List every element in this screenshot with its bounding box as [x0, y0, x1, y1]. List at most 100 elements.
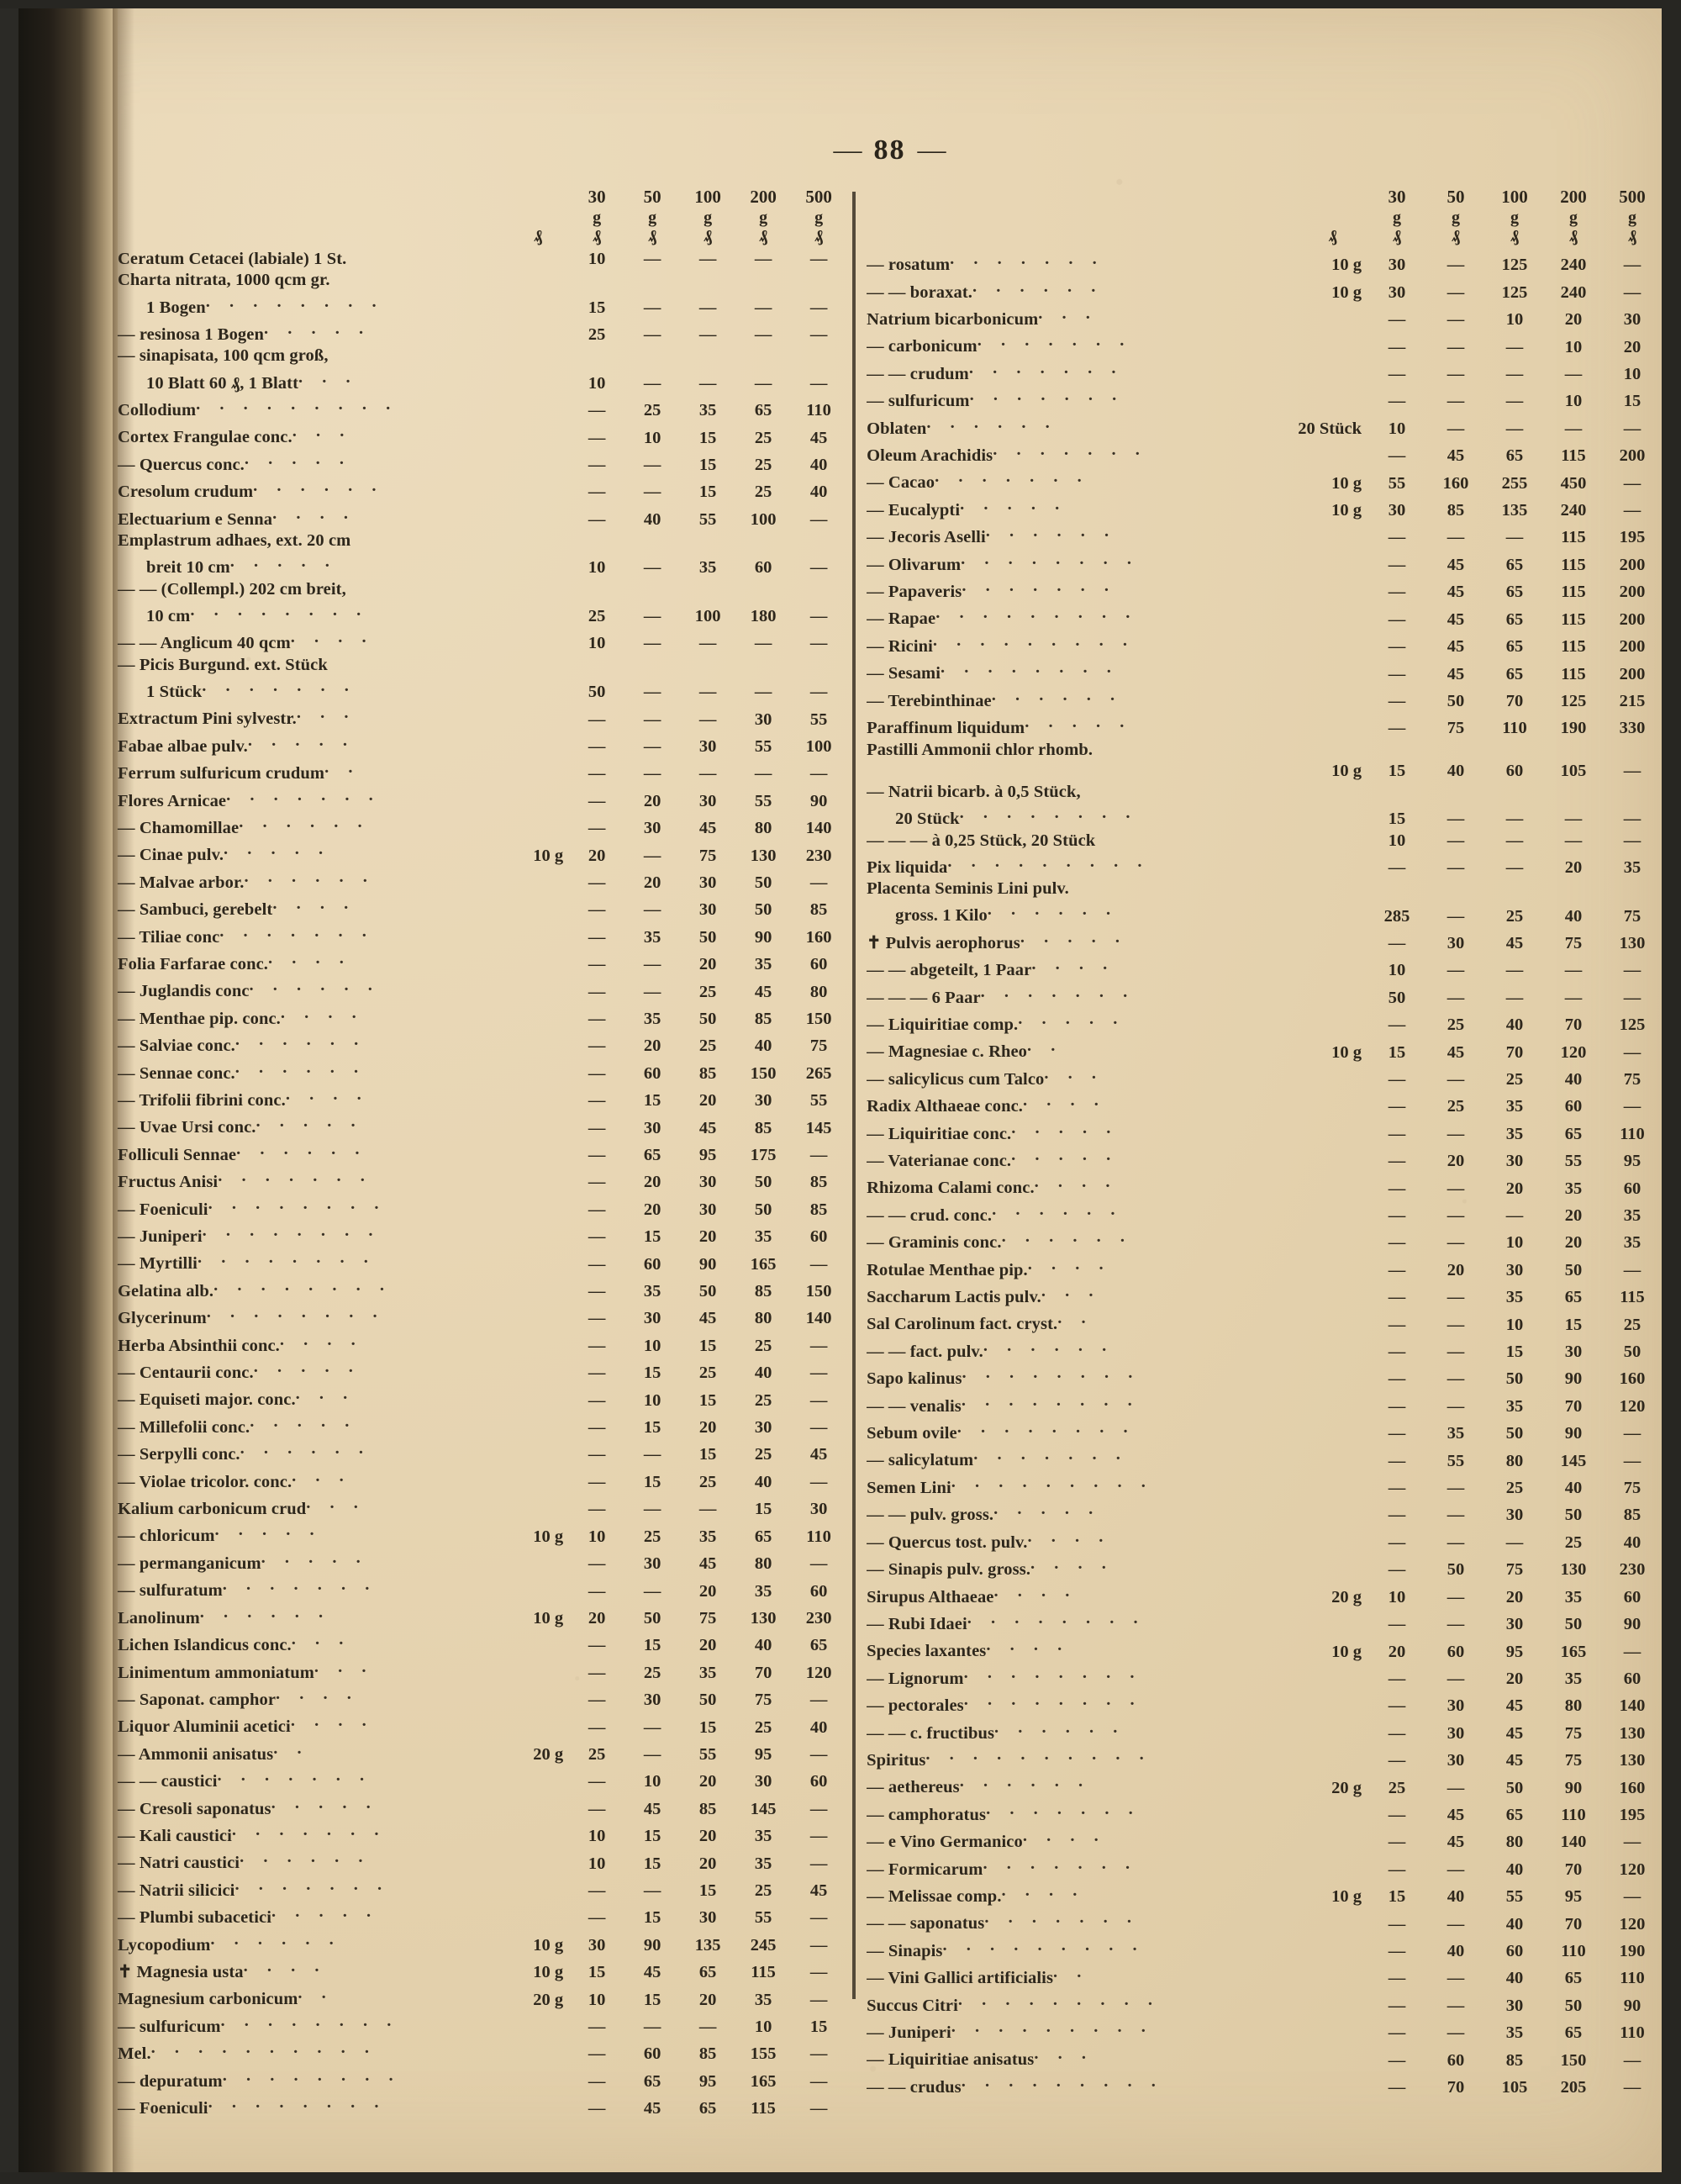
dot-leader: . . . . [285, 1084, 369, 1104]
item-name-text: — Cresoli saponatus [118, 1799, 271, 1818]
item-unit [507, 1684, 569, 1711]
item-name: — Foeniculi . . . . . . . . [118, 2092, 507, 2119]
price-cell: 15 [643, 1854, 661, 1873]
dot-leader: . . . . . . . . . [196, 395, 398, 414]
item-unit [507, 319, 569, 346]
table-row: — Natrii silicici . . . . . . . — — 15 25 45 [118, 1875, 846, 1902]
item-unit [507, 1657, 569, 1684]
price-cell: 15 [1623, 392, 1641, 411]
dot-leader: . . . . [276, 1684, 359, 1703]
dot-leader: . . . . . . . . [959, 804, 1138, 823]
table-row: — sulfuratum . . . . . . . — — 20 35 60 [118, 1575, 846, 1601]
price-cell: 145 [1560, 1451, 1587, 1470]
table-row: Pastilli Ammonii chlor rhomb. [867, 740, 1662, 761]
dot-leader: . . . . . . [994, 1717, 1125, 1737]
price-cell: — [1623, 761, 1641, 780]
price-cell: — [1447, 1343, 1465, 1362]
price-cell: — [1388, 1723, 1406, 1743]
scan-border-top [0, 0, 1681, 8]
price-cell: — [588, 1663, 606, 1682]
item-name: Ceratum Cetacei (labiale) 1 St. [118, 249, 507, 270]
price-cell: 110 [1620, 1124, 1645, 1143]
item-unit [507, 921, 569, 948]
table-row: — — Anglicum 40 qcm . . . . 10 — — — — [118, 627, 846, 654]
price-cell: 120 [805, 1663, 832, 1682]
price-cell: 230 [1619, 1560, 1646, 1580]
price-cell: 10 [588, 1990, 606, 2009]
price-cell: — [809, 298, 828, 317]
price-cell: 50 [1505, 1778, 1524, 1797]
price-cell: — [1447, 337, 1465, 356]
dot-leader: . . . . . . . . [197, 1248, 376, 1268]
item-name-text: Oleum Arachidis [867, 446, 993, 466]
price-cell: 15 [643, 1990, 661, 2009]
item-name-text: — Jecoris Aselli [867, 528, 986, 547]
dot-leader: . . . [296, 704, 356, 723]
item-unit [507, 1166, 569, 1193]
table-row: — Picis Burgund. ext. Stück [118, 655, 846, 676]
price-cell: 15 [754, 1500, 772, 1519]
item-name: ✝ Pulvis aerophorus . . . . . [867, 927, 1298, 954]
price-cell: — [809, 1146, 828, 1164]
price-cell: — [1564, 831, 1583, 850]
table-row: — Juglandis conc . . . . . . — — 25 45 80 [118, 975, 846, 1002]
price-cell: — [1388, 1914, 1406, 1933]
table-row: — — (Collempl.) 202 cm breit, [118, 579, 846, 600]
price-cell: 65 [754, 401, 772, 420]
item-name-text: — Natri caustici [118, 1854, 240, 1873]
table-row: Folia Farfarae conc. . . . . — — 20 35 60 [118, 948, 846, 975]
table-row: — chloricum . . . . . 10 g 10 25 35 65 110 [118, 1520, 846, 1547]
dot-leader: . . . . . . . . [202, 1221, 381, 1241]
price-cell: 25 [698, 1472, 717, 1491]
price-cell: — [588, 1309, 606, 1328]
dot-leader: . . . [314, 1657, 374, 1676]
price-cell: — [1447, 392, 1465, 411]
price-cell: 15 [643, 1227, 661, 1247]
price-cell: 65 [1505, 664, 1524, 683]
price-cell: — [698, 764, 717, 783]
price-cell: — [643, 710, 661, 729]
price-cell: 35 [698, 1527, 717, 1546]
item-name: Ferrum sulfuricum crudum . . [118, 757, 507, 784]
dot-leader: . . . . . . [972, 277, 1104, 296]
price-cell: 55 [698, 509, 717, 529]
price-cell: — [1623, 1642, 1641, 1661]
dot-leader: . . . . . . [991, 685, 1123, 704]
price-cell: — [588, 1500, 606, 1519]
price-cell: — [809, 634, 828, 653]
price-cell: — [1505, 392, 1524, 411]
price-cell: 80 [1505, 1833, 1524, 1852]
price-cell: 115 [1561, 528, 1586, 547]
table-row: — Vini Gallici artificialis . . — — 40 65 110 [867, 1962, 1662, 1989]
table-row: — — saponatus . . . . . . . — — 40 70 120 [867, 1907, 1662, 1934]
dot-leader: . . . [298, 367, 358, 387]
item-name: — Graminis conc. . . . . . . [867, 1227, 1298, 1253]
price-cell: 25 [754, 428, 772, 447]
item-unit: 10 g [533, 1935, 564, 1955]
price-cell: 25 [643, 1663, 661, 1682]
item-name-text: — sulfuratum [118, 1581, 223, 1601]
table-row: 10 g 15 40 60 105 — [867, 761, 1662, 782]
price-cell: 45 [754, 982, 772, 1001]
item-name: — pectorales . . . . . . . . [867, 1690, 1298, 1717]
page-number-dash-left: — [833, 135, 862, 166]
price-cell: 40 [754, 1364, 772, 1383]
item-unit [1298, 1336, 1367, 1363]
price-cell: — [698, 298, 717, 317]
price-cell: 65 [1564, 2023, 1583, 2043]
item-name-text: Fabae albae pulv. [118, 736, 248, 756]
price-cell: 200 [1619, 583, 1646, 602]
price-cell: 15 [698, 1881, 717, 1900]
price-cell: 50 [1623, 1343, 1641, 1362]
price-cell: 140 [805, 1309, 832, 1328]
item-name-text: — rosatum [867, 256, 951, 275]
table-row: — Saponat. camphor . . . . — 30 50 75 — [118, 1684, 846, 1711]
price-cell: — [1623, 2050, 1641, 2070]
table-row: Sal Carolinum fact. cryst. . . — — 10 15 25 [867, 1308, 1662, 1335]
item-name-text: Ceratum Cetacei (labiale) 1 St. [118, 250, 347, 269]
item-unit [1298, 1145, 1367, 1172]
price-cell: 115 [1561, 664, 1586, 683]
table-row: — — boraxat. . . . . . . 10 g 30 — 125 240 — [867, 277, 1662, 303]
table-row: — Rubi Idaei . . . . . . . . — — 30 50 90 [867, 1608, 1662, 1635]
item-unit [1298, 303, 1367, 330]
